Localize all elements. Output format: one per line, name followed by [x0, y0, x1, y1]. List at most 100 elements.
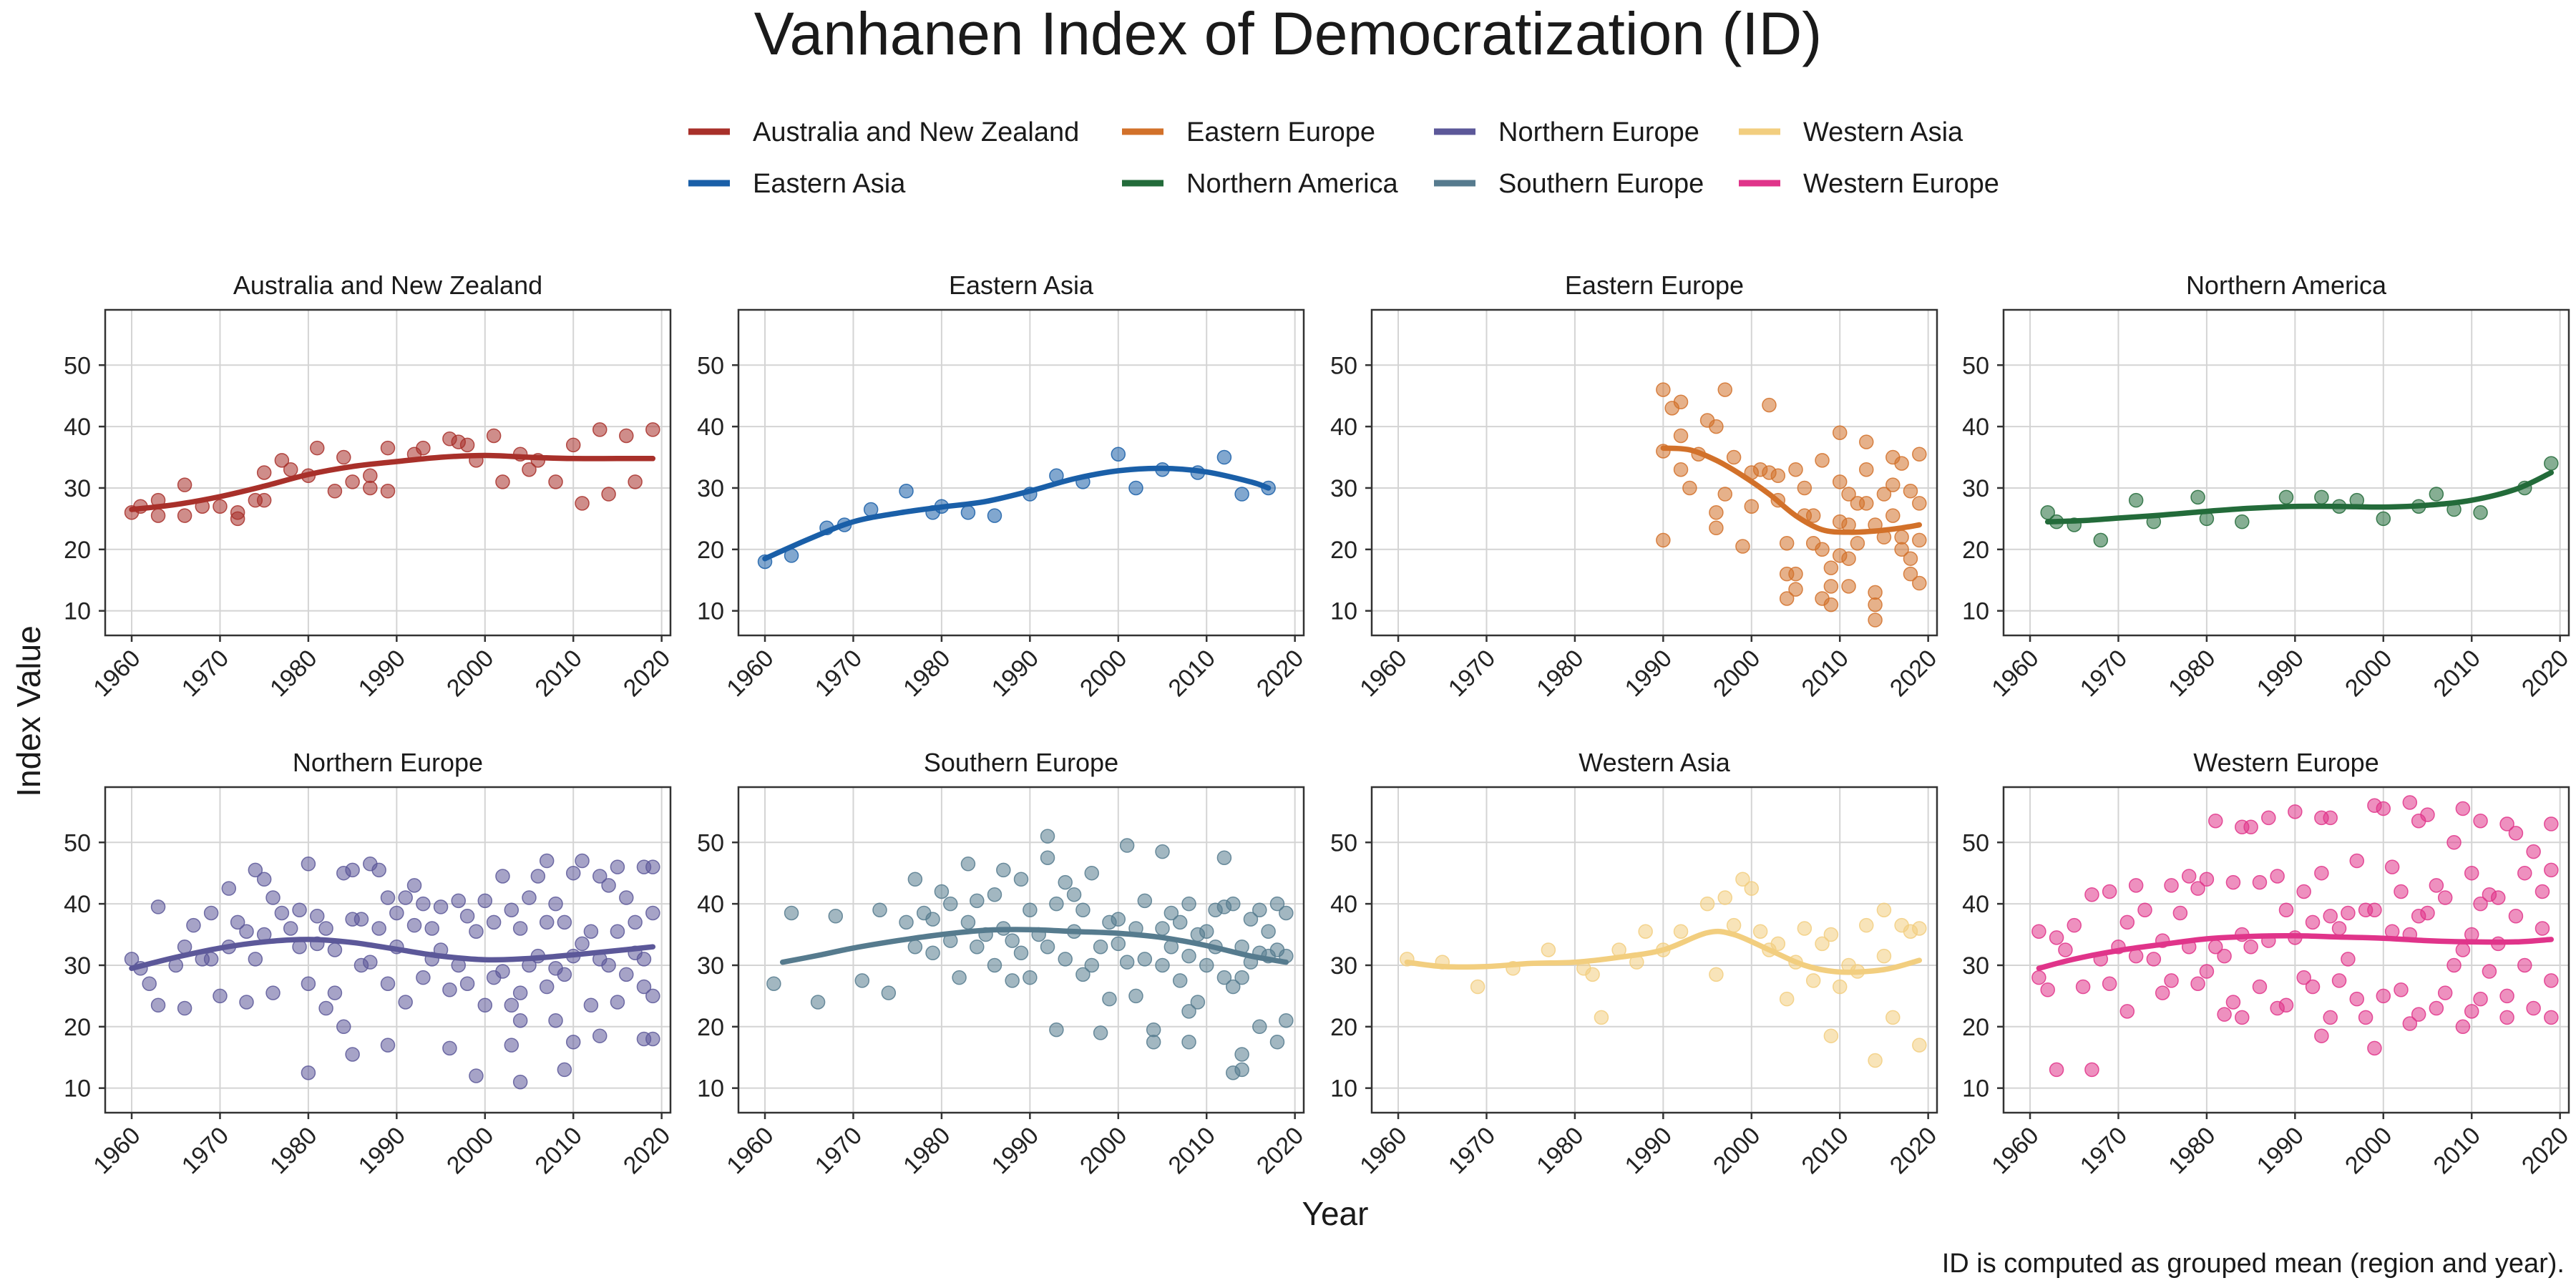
data-point: [1850, 535, 1865, 551]
chart-caption: ID is computed as grouped mean (region a…: [1942, 1249, 2565, 1279]
data-point: [899, 914, 914, 930]
data-point: [1709, 967, 1724, 982]
data-point: [2190, 976, 2205, 991]
data-point: [265, 985, 280, 1000]
data-point: [1912, 496, 1927, 511]
data-point: [150, 997, 166, 1013]
data-point: [1638, 924, 1653, 939]
y-tick-label: 50: [64, 352, 91, 379]
data-point: [1013, 872, 1029, 887]
panel-border: [104, 308, 672, 637]
data-point: [150, 899, 166, 914]
data-point: [1832, 474, 1848, 489]
data-point: [575, 936, 590, 952]
data-point: [433, 899, 449, 914]
x-tick-label: 2010: [1797, 1122, 1854, 1179]
data-point: [1023, 970, 1038, 985]
data-point: [1084, 865, 1099, 881]
data-point: [2102, 976, 2117, 991]
data-point: [1093, 939, 1108, 955]
data-point: [1155, 921, 1170, 936]
trend-line-australia-and-new-zealand: [129, 452, 656, 512]
x-tick-label: 1960: [721, 1122, 779, 1179]
data-point: [1726, 917, 1742, 933]
data-point: [1163, 905, 1179, 921]
data-point: [274, 453, 290, 468]
data-point: [2323, 810, 2338, 826]
data-point: [239, 924, 254, 939]
data-point: [1155, 957, 1170, 973]
data-point: [256, 872, 272, 887]
data-point: [1234, 487, 1249, 502]
y-axis-title: Index Value: [10, 625, 47, 797]
x-tick-label: 2020: [2517, 645, 2574, 702]
data-point: [2040, 982, 2055, 997]
data-point: [327, 985, 343, 1000]
data-point: [899, 484, 914, 499]
data-point: [925, 945, 940, 961]
data-point: [1717, 382, 1732, 397]
data-point: [1682, 480, 1697, 496]
trend-line-western-europe: [2036, 932, 2555, 972]
data-point: [1885, 477, 1901, 492]
data-point: [371, 921, 386, 936]
data-point: [2429, 878, 2444, 893]
x-tick-label: 1980: [1531, 1122, 1589, 1179]
data-point: [1841, 487, 1856, 502]
data-point: [2075, 979, 2091, 995]
data-point: [1673, 462, 1689, 477]
panel-northern-america: Northern America 10 20 30 40 50 1960 1970 1980 19…: [1962, 270, 2574, 702]
data-point: [2155, 985, 2170, 1000]
data-point: [1199, 924, 1214, 939]
data-point: [2341, 952, 2356, 967]
data-point: [1172, 973, 1188, 988]
data-point: [2252, 979, 2268, 995]
y-tick-label: 20: [697, 1014, 724, 1041]
data-point: [177, 477, 192, 492]
data-point: [1252, 902, 1267, 917]
data-point: [1058, 874, 1073, 890]
data-point: [1779, 535, 1795, 551]
data-point: [1894, 542, 1909, 557]
data-point: [619, 428, 634, 444]
data-point: [2367, 1040, 2382, 1056]
data-point: [2084, 887, 2099, 902]
data-point: [1119, 955, 1135, 970]
data-point: [2199, 964, 2215, 979]
data-point: [336, 449, 351, 465]
data-point: [2420, 905, 2435, 921]
data-point: [539, 853, 555, 869]
data-point: [2376, 801, 2391, 816]
data-point: [2296, 884, 2311, 899]
data-point: [477, 893, 493, 909]
data-point: [1841, 551, 1856, 566]
data-point: [2455, 1019, 2471, 1035]
data-point: [557, 1062, 572, 1078]
legend-item-western-asia: Western Asia: [1739, 117, 1963, 147]
x-tick-label: 2020: [1885, 645, 1942, 702]
data-point: [619, 890, 634, 905]
x-tick-label: 1980: [265, 1122, 322, 1179]
data-point: [345, 1047, 360, 1062]
data-point: [2499, 816, 2514, 831]
x-tick-label: 2010: [1797, 645, 1854, 702]
data-point: [996, 862, 1011, 878]
data-point: [1261, 924, 1276, 939]
panel-background: [2004, 310, 2569, 635]
data-point: [1876, 948, 1892, 964]
data-point: [1726, 449, 1742, 465]
y-tick-label: 10: [697, 1075, 724, 1103]
legend-item-western-europe: Western Europe: [1739, 169, 1999, 199]
data-point: [416, 970, 431, 985]
data-point: [1779, 991, 1795, 1007]
x-tick-label: 2000: [1075, 1122, 1132, 1179]
data-point: [1797, 921, 1813, 936]
x-tick-label: 1970: [1443, 1122, 1501, 1179]
data-point: [548, 474, 563, 489]
data-point: [2278, 997, 2294, 1013]
data-point: [2278, 489, 2294, 505]
data-point: [2455, 801, 2471, 816]
panel-border: [1370, 786, 1938, 1114]
data-point: [1805, 508, 1821, 523]
data-point: [1912, 532, 1927, 548]
